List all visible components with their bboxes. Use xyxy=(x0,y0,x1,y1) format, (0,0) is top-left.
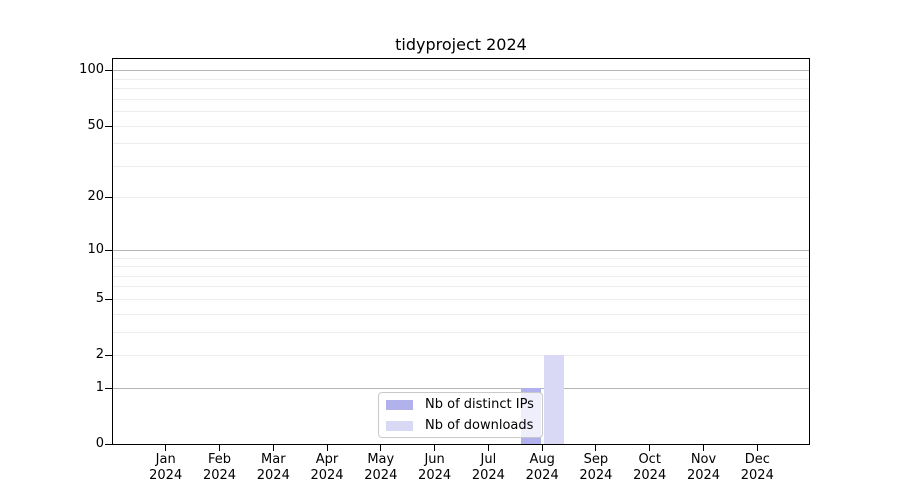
x-tick-label: Nov 2024 xyxy=(664,452,744,483)
x-tick-label: Jul 2024 xyxy=(448,452,528,483)
major-gridline xyxy=(113,70,809,72)
legend: Nb of distinct IPs Nb of downloads xyxy=(378,392,543,438)
x-tick-month: Aug xyxy=(529,452,555,467)
x-tick-year: 2024 xyxy=(310,467,344,483)
x-tick-month: Feb xyxy=(207,452,232,467)
x-tick-mark xyxy=(595,445,597,451)
x-tick-mark xyxy=(434,445,436,451)
x-tick-month: May xyxy=(367,452,395,467)
x-tick-label: Sep 2024 xyxy=(556,452,636,483)
y-tick-label: 1 xyxy=(95,379,104,395)
legend-swatch-downloads xyxy=(386,420,413,431)
y-tick-label: 0 xyxy=(95,436,104,451)
y-tick-label: 2 xyxy=(95,347,104,362)
y-tick-mark xyxy=(105,70,112,72)
major-gridline xyxy=(113,387,809,389)
minor-gridline xyxy=(113,298,809,300)
minor-gridline xyxy=(113,98,809,100)
x-tick-label: Mar 2024 xyxy=(233,452,313,483)
x-tick-year: 2024 xyxy=(686,467,721,483)
minor-gridline xyxy=(113,78,809,80)
x-tick-mark xyxy=(703,445,704,451)
legend-swatch-distinct-ips xyxy=(386,399,413,410)
minor-gridline xyxy=(113,88,809,90)
x-tick-label: Aug 2024 xyxy=(502,452,582,483)
x-tick-label: Oct 2024 xyxy=(610,452,690,483)
x-tick-month: Oct xyxy=(638,452,661,467)
legend-item-distinct-ips: Nb of distinct IPs xyxy=(386,396,542,413)
y-tick-label: 100 xyxy=(79,62,104,78)
legend-item-downloads: Nb of downloads xyxy=(386,417,542,434)
x-tick-month: Jun xyxy=(424,452,445,467)
plot-area xyxy=(105,58,810,451)
x-tick-month: Dec xyxy=(744,452,770,467)
x-tick-year: 2024 xyxy=(364,467,398,483)
minor-gridline xyxy=(113,197,809,199)
x-tick-mark xyxy=(487,445,489,451)
x-tick-mark xyxy=(219,445,220,451)
x-tick-year: 2024 xyxy=(471,467,505,483)
y-tick-label: 5 xyxy=(95,290,104,306)
y-tick-label: 50 xyxy=(87,117,104,133)
minor-gridline xyxy=(113,125,809,127)
y-tick-label: 20 xyxy=(87,189,104,205)
minor-gridline xyxy=(113,257,809,259)
x-tick-year: 2024 xyxy=(418,467,452,483)
x-tick-year: 2024 xyxy=(579,467,613,483)
x-tick-label: Feb 2024 xyxy=(180,452,260,483)
legend-label: Nb of distinct IPs xyxy=(425,397,534,412)
x-tick-mark xyxy=(541,445,543,451)
minor-gridline xyxy=(113,331,809,333)
x-tick-mark xyxy=(380,445,382,451)
minor-gridline xyxy=(113,313,809,315)
minor-gridline xyxy=(113,266,809,267)
x-tick-label: Dec 2024 xyxy=(717,452,797,483)
x-tick-month: Jul xyxy=(480,452,497,467)
x-tick-label: Jan 2024 xyxy=(126,452,206,483)
y-tick-mark xyxy=(105,444,112,445)
minor-gridline xyxy=(113,111,809,112)
x-tick-mark xyxy=(756,445,758,451)
x-tick-label: May 2024 xyxy=(341,452,421,483)
y-tick-mark xyxy=(105,249,112,251)
minor-gridline xyxy=(113,355,809,356)
minor-gridline xyxy=(113,143,809,145)
x-tick-year: 2024 xyxy=(256,467,290,483)
x-tick-year: 2024 xyxy=(149,467,183,483)
y-tick-mark xyxy=(105,125,112,127)
y-tick-mark xyxy=(105,197,112,199)
bar-downloads xyxy=(543,355,564,444)
x-tick-year: 2024 xyxy=(633,467,667,483)
x-tick-month: Nov xyxy=(690,452,717,467)
x-tick-year: 2024 xyxy=(740,467,774,483)
y-tick-mark xyxy=(105,355,112,356)
x-tick-mark xyxy=(326,445,328,451)
y-tick-mark xyxy=(105,298,112,300)
x-tick-month: Mar xyxy=(261,452,286,467)
x-tick-year: 2024 xyxy=(202,467,237,483)
x-tick-year: 2024 xyxy=(525,467,559,483)
minor-gridline xyxy=(113,165,809,167)
minor-gridline xyxy=(113,275,809,277)
x-tick-month: Sep xyxy=(583,452,609,467)
x-tick-label: Jun 2024 xyxy=(395,452,475,483)
x-tick-mark xyxy=(272,445,274,451)
x-tick-month: Jan xyxy=(155,452,176,467)
x-tick-month: Apr xyxy=(315,452,339,467)
major-gridline xyxy=(113,249,809,251)
minor-gridline xyxy=(113,286,809,288)
y-tick-mark xyxy=(105,387,112,389)
x-tick-mark xyxy=(165,445,167,451)
y-tick-label: 10 xyxy=(87,241,104,257)
x-tick-mark xyxy=(649,445,651,451)
chart-title: tidyproject 2024 xyxy=(395,35,527,54)
x-tick-label: Apr 2024 xyxy=(287,452,367,483)
legend-label: Nb of downloads xyxy=(425,418,534,433)
